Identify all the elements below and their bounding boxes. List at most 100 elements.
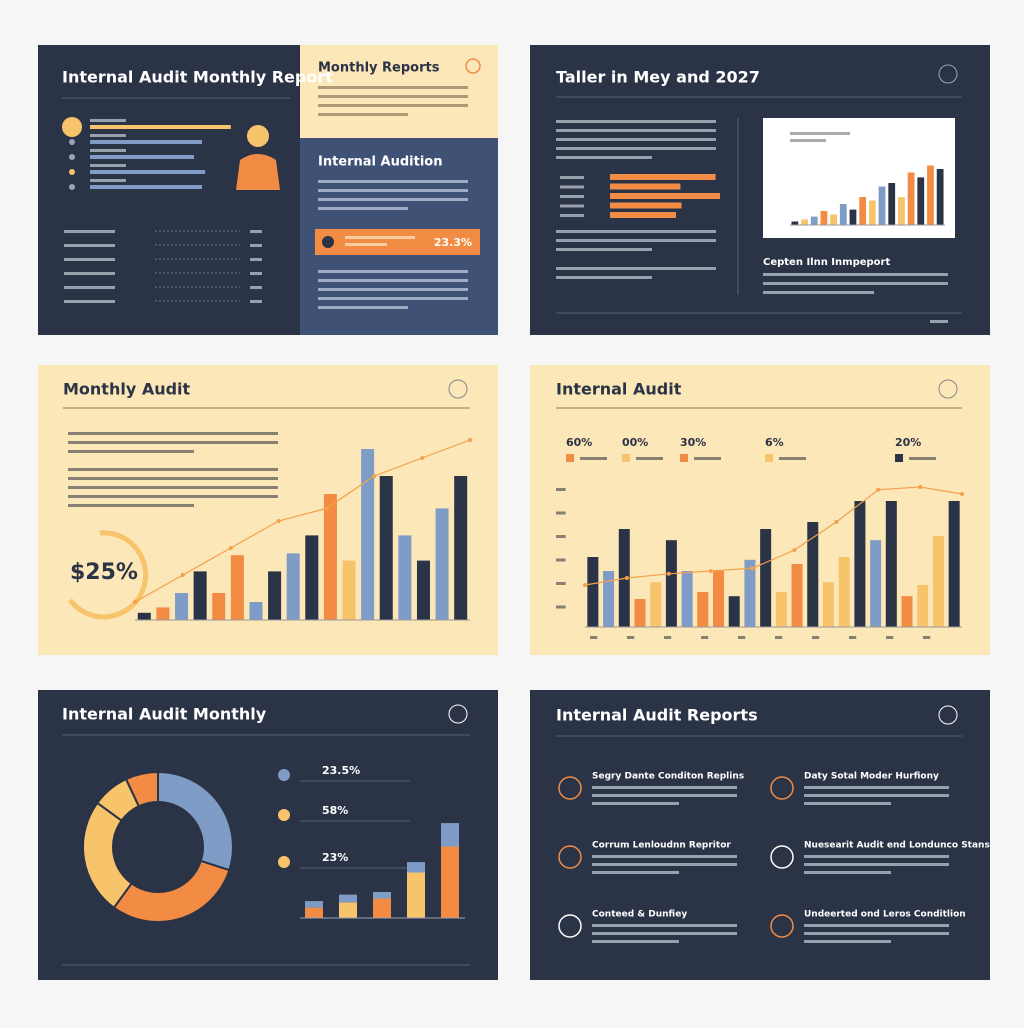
text-line (556, 582, 566, 585)
trend-point (834, 520, 839, 524)
text-line (775, 636, 783, 639)
text-line (560, 185, 584, 189)
side-top (300, 45, 498, 138)
donut-segment (124, 770, 159, 808)
text-line (701, 636, 709, 639)
trend-point (918, 485, 923, 489)
bar (379, 476, 393, 620)
text-line (64, 230, 115, 233)
hbar (610, 212, 676, 218)
slide (530, 690, 990, 980)
bar (454, 476, 468, 620)
bar (791, 221, 799, 225)
bar (634, 599, 646, 627)
bar (849, 209, 857, 225)
bar (948, 501, 960, 627)
bar (927, 165, 934, 225)
text-line (923, 636, 931, 639)
text-line (318, 279, 468, 282)
progress-bar (90, 155, 194, 159)
text-line (318, 198, 468, 201)
bar (791, 564, 803, 627)
legend-value: 6% (765, 436, 784, 449)
icon (465, 58, 481, 74)
text-line (250, 230, 262, 233)
bar (398, 535, 412, 620)
highlight-icon (322, 236, 334, 248)
item-heading: Daty Sotal Moder Hurfiony (804, 772, 939, 782)
trend-point (372, 474, 377, 478)
stat-value: 23% (322, 851, 348, 864)
trend-point (624, 576, 629, 580)
icon (448, 379, 468, 399)
text-line (590, 636, 598, 639)
text-line (556, 267, 716, 270)
text-line (250, 272, 262, 275)
bar (744, 559, 756, 627)
bar (917, 585, 929, 627)
text-line (90, 149, 126, 152)
icon (448, 704, 468, 724)
text-line (664, 636, 672, 639)
text-line (804, 786, 949, 789)
text-line (592, 940, 679, 943)
item-heading: Conteed & Dunfiey (592, 910, 687, 920)
text-line (250, 286, 262, 289)
text-line (804, 794, 949, 797)
legend-swatch (566, 454, 574, 462)
bar (268, 571, 282, 620)
item-heading: Corrum Lenloudnn Repritor (592, 841, 731, 851)
ring (68, 530, 149, 620)
text-line (556, 488, 566, 491)
text-line (738, 636, 746, 639)
text-line (68, 468, 278, 471)
text-line (68, 432, 278, 435)
slide-title: Monthly Audit (63, 380, 191, 399)
text-line (592, 932, 737, 935)
bar (878, 186, 886, 225)
text-line (592, 802, 679, 805)
text-line (68, 504, 194, 507)
caption: Cepten Ilnn Inmpeport (763, 257, 890, 268)
text-line (90, 119, 126, 122)
bar (156, 607, 170, 620)
bar (859, 197, 867, 225)
text-line (556, 138, 716, 141)
text-line (790, 132, 850, 135)
text-line (64, 258, 115, 261)
bar (212, 593, 226, 620)
trend-point (876, 487, 881, 492)
legend-value: 20% (895, 436, 921, 449)
text-line (636, 457, 663, 460)
bar (713, 571, 725, 627)
bar (932, 536, 944, 627)
trend-point (708, 569, 713, 573)
text-line (556, 239, 716, 242)
stat-dot (278, 856, 290, 868)
text-line (556, 120, 716, 123)
trend-point (792, 548, 797, 552)
stack-top (407, 862, 425, 873)
bar (650, 582, 662, 627)
stack-top (339, 894, 357, 903)
text-line (90, 134, 126, 137)
bar (175, 593, 189, 620)
hbar (610, 202, 682, 209)
text-line (556, 605, 566, 609)
stack-top (373, 892, 391, 899)
bar (907, 172, 915, 225)
text-line (250, 244, 262, 247)
text-line (318, 86, 468, 89)
text-line (592, 794, 737, 797)
bar (361, 449, 375, 620)
bar (885, 501, 897, 627)
hbar (610, 174, 716, 180)
highlight-box (315, 229, 480, 255)
highlight-value: 23.3% (434, 236, 472, 249)
trend-point (133, 600, 137, 604)
stat-value: 23.5% (322, 764, 360, 777)
slide-title: Internal Audit Monthly (62, 705, 267, 724)
side-heading: Internal Audition (318, 155, 442, 170)
bullet (69, 169, 75, 175)
